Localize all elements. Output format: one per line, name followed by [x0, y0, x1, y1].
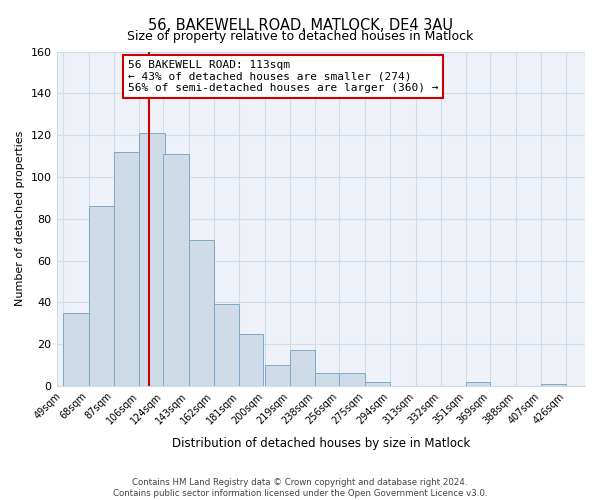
Bar [340, 374, 365, 386]
Bar [214, 304, 239, 386]
Text: 56, BAKEWELL ROAD, MATLOCK, DE4 3AU: 56, BAKEWELL ROAD, MATLOCK, DE4 3AU [148, 18, 452, 32]
Bar [265, 365, 290, 386]
Bar [89, 206, 114, 386]
Bar [188, 240, 214, 386]
Bar [316, 374, 340, 386]
Text: 56 BAKEWELL ROAD: 113sqm
← 43% of detached houses are smaller (274)
56% of semi-: 56 BAKEWELL ROAD: 113sqm ← 43% of detach… [128, 60, 439, 93]
Bar [139, 133, 164, 386]
Text: Contains HM Land Registry data © Crown copyright and database right 2024.
Contai: Contains HM Land Registry data © Crown c… [113, 478, 487, 498]
Bar [466, 382, 490, 386]
X-axis label: Distribution of detached houses by size in Matlock: Distribution of detached houses by size … [172, 437, 470, 450]
Bar [114, 152, 139, 386]
Bar [239, 334, 263, 386]
Text: Size of property relative to detached houses in Matlock: Size of property relative to detached ho… [127, 30, 473, 43]
Bar [541, 384, 566, 386]
Bar [290, 350, 316, 386]
Y-axis label: Number of detached properties: Number of detached properties [15, 131, 25, 306]
Bar [163, 154, 188, 386]
Bar [365, 382, 390, 386]
Bar [63, 313, 89, 386]
